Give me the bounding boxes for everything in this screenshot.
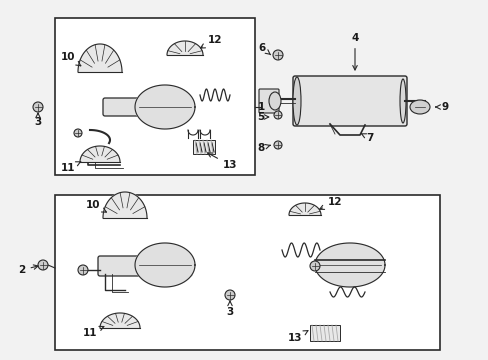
Bar xyxy=(55,18,254,175)
Circle shape xyxy=(33,102,43,112)
Polygon shape xyxy=(103,192,147,218)
Text: 12: 12 xyxy=(319,197,342,210)
FancyBboxPatch shape xyxy=(292,76,406,126)
Circle shape xyxy=(74,129,82,137)
Text: 11: 11 xyxy=(61,162,81,173)
Circle shape xyxy=(78,265,88,275)
Circle shape xyxy=(272,50,283,60)
Text: 3: 3 xyxy=(226,301,233,317)
Text: 10: 10 xyxy=(85,200,106,212)
Text: 13: 13 xyxy=(287,330,307,343)
Polygon shape xyxy=(80,146,120,162)
Text: 1: 1 xyxy=(257,102,264,112)
Ellipse shape xyxy=(292,77,301,125)
Circle shape xyxy=(273,141,282,149)
Bar xyxy=(309,325,339,341)
Circle shape xyxy=(224,290,235,300)
Text: 6: 6 xyxy=(258,43,270,55)
Bar xyxy=(193,140,215,154)
Text: 3: 3 xyxy=(34,113,41,127)
Ellipse shape xyxy=(409,100,429,114)
Polygon shape xyxy=(167,41,203,55)
Text: 8: 8 xyxy=(257,143,270,153)
Ellipse shape xyxy=(268,92,281,110)
Circle shape xyxy=(38,260,48,270)
Text: 4: 4 xyxy=(350,33,358,70)
FancyBboxPatch shape xyxy=(103,98,186,116)
Polygon shape xyxy=(135,85,195,129)
Text: 10: 10 xyxy=(61,52,81,66)
Text: 5: 5 xyxy=(257,112,268,122)
FancyBboxPatch shape xyxy=(98,256,192,276)
Ellipse shape xyxy=(399,79,405,123)
Text: 12: 12 xyxy=(200,35,222,48)
Text: 11: 11 xyxy=(82,327,103,338)
Text: 9: 9 xyxy=(435,102,447,112)
Circle shape xyxy=(273,111,282,119)
Bar xyxy=(55,195,439,350)
Circle shape xyxy=(309,261,319,271)
Polygon shape xyxy=(78,44,122,72)
Polygon shape xyxy=(314,243,384,287)
Polygon shape xyxy=(288,203,320,215)
Text: 2: 2 xyxy=(19,265,38,275)
FancyBboxPatch shape xyxy=(259,89,279,113)
Text: 13: 13 xyxy=(207,153,237,170)
Polygon shape xyxy=(135,243,195,287)
Polygon shape xyxy=(100,313,140,328)
Text: 7: 7 xyxy=(360,133,373,143)
